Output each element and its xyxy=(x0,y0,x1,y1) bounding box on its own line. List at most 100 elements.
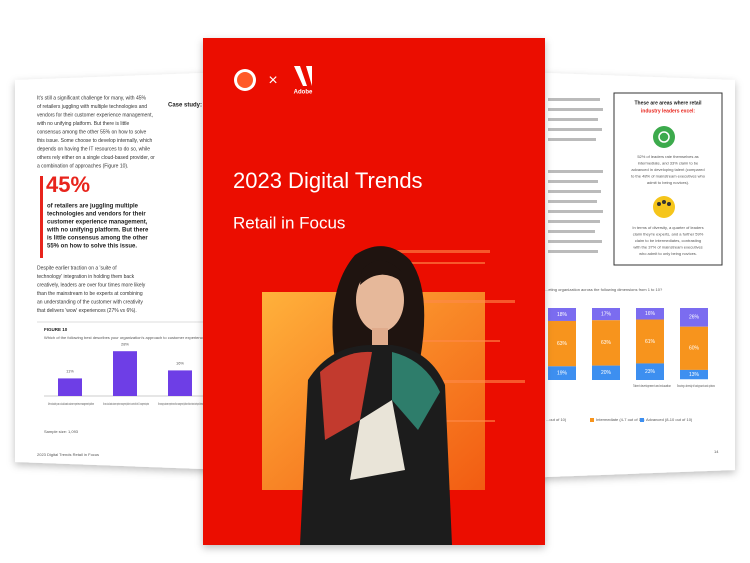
value-label: 18% xyxy=(557,312,568,318)
value-label: 19% xyxy=(557,370,568,376)
text-line: vendors for their customer experience ma… xyxy=(37,112,153,118)
logo-text: Adobe xyxy=(294,90,313,96)
text-line: depends on having the IT resources to do… xyxy=(37,146,150,152)
value-label: 11% xyxy=(66,368,74,373)
stat-rule xyxy=(40,176,43,258)
bar-segment xyxy=(548,366,576,380)
text-line: claim to be intermediates, contrasting xyxy=(635,238,701,243)
text-line: consensus among the other 55% on how to … xyxy=(37,129,146,135)
text-line: of retailers juggling with multiple tech… xyxy=(37,104,147,110)
text-line: admit to being novices). xyxy=(647,180,689,185)
legend-label: Intermediate (4-7 out of 10) xyxy=(596,417,645,422)
text-line: creatively, leaders are over four times … xyxy=(37,282,146,288)
text-line: claim they're experts, and a further 59% xyxy=(633,232,704,237)
left-page: It's still a significant challenge for m… xyxy=(15,72,230,470)
chart-question: ...eting organization across the followi… xyxy=(545,287,663,292)
icon xyxy=(653,196,675,218)
adobe-mark xyxy=(294,66,307,86)
caption: Ensuring a diversity of backgrounds and … xyxy=(677,383,715,388)
text-line: to the 48% of mainstream executives who xyxy=(631,174,706,179)
text-line: this issue. Some choose to develop inter… xyxy=(37,138,152,144)
text-line: customer experience management, xyxy=(47,220,148,226)
legend-swatch xyxy=(640,418,644,422)
text-line: Despite earlier traction on a 'suite of xyxy=(37,265,117,271)
value-label: 16% xyxy=(176,360,184,365)
value-label: 26% xyxy=(689,315,700,321)
text-line: that delivers 'wow' experiences (27% vs … xyxy=(37,308,137,314)
text-line: 55% on how to solve this issue. xyxy=(47,244,137,250)
separator: × xyxy=(268,72,277,89)
value-label: 23% xyxy=(645,369,656,375)
text-line: 52% of leaders rate themselves as xyxy=(637,154,698,159)
icon xyxy=(658,131,670,143)
value-label: 16% xyxy=(645,311,656,317)
caption: We use a cloud-based customer experience… xyxy=(103,401,149,406)
case-study: Case study: H xyxy=(168,103,208,109)
bar-segment xyxy=(680,326,708,370)
value-label: 63% xyxy=(557,341,568,347)
partner-logo xyxy=(237,72,253,88)
text-line: It's still a significant challenge for m… xyxy=(37,95,147,101)
right-page: These are areas where retail industry le… xyxy=(520,72,735,478)
bar-segment xyxy=(636,319,664,364)
value-label: 61% xyxy=(645,339,656,345)
legend-label: ...out of 10) xyxy=(546,417,567,422)
icon xyxy=(653,126,675,148)
text-line: a combination of approaches (Figure 10). xyxy=(37,163,128,169)
value-label: 17% xyxy=(601,311,612,317)
scarf xyxy=(350,400,405,480)
footer: 2023 Digital Trends Retail in Focus xyxy=(37,452,99,457)
caption: We exclusively use a cloud-based custome… xyxy=(48,401,94,406)
bar-segment xyxy=(636,363,664,380)
text-line: advanced in developing talent (compared xyxy=(631,167,704,172)
text-block xyxy=(548,98,603,253)
box-title: These are areas where retail xyxy=(635,100,703,106)
bar-segment xyxy=(680,369,708,380)
bar xyxy=(168,370,192,396)
text-line: technologies and vendors for their xyxy=(47,212,146,218)
text-line: than the mainstream to be experts at com… xyxy=(37,291,143,297)
scarf xyxy=(392,352,440,430)
text-line: with no unifying platform. But there xyxy=(46,228,149,234)
value-label: 60% xyxy=(689,346,700,352)
cover-title: 2023 Digital Trends xyxy=(233,168,423,193)
fringe xyxy=(360,260,402,285)
cover-subtitle: Retail in Focus xyxy=(233,213,345,232)
bar-segment xyxy=(592,365,620,380)
bar xyxy=(113,351,137,396)
bar xyxy=(58,378,82,396)
text-line: is little consensus among the other xyxy=(47,236,148,242)
neck xyxy=(372,328,388,348)
figure-label: FIGURE 10 xyxy=(44,327,68,332)
figure-question: Which of the following best describes yo… xyxy=(44,335,208,340)
box-title-highlight: industry leaders excel: xyxy=(641,108,696,114)
caption: We manage customer experience with a man… xyxy=(158,401,204,406)
legend-label: Advanced (8-10 out of 10) xyxy=(646,417,693,422)
caption: Talent development and education xyxy=(633,383,671,388)
face xyxy=(356,268,404,332)
value-label: 28% xyxy=(121,341,129,346)
text-line: In terms of diversity, a quarter of lead… xyxy=(632,225,703,230)
text-line: technology' integration in holding them … xyxy=(37,274,135,280)
value-label: 20% xyxy=(601,370,612,376)
bar-segment xyxy=(592,320,620,366)
text-line: intermediate, and 33% claim to be xyxy=(638,161,699,166)
sample-size: Sample size: 1,093 xyxy=(44,429,79,434)
stat: 45% xyxy=(46,172,90,197)
bar-segment xyxy=(548,320,576,367)
text-line: an understanding of the customer with cr… xyxy=(37,299,143,305)
bar-segment xyxy=(548,308,576,321)
bar-segment xyxy=(680,308,708,327)
text-line: others rely either on a single cloud-bas… xyxy=(37,155,155,161)
cover: × Adobe 2023 Digital Trends Retail in Fo… xyxy=(203,38,545,545)
text-line: of retailers are juggling multiple xyxy=(47,204,139,210)
scarf xyxy=(320,351,372,440)
value-label: 63% xyxy=(601,340,612,346)
motion-streaks xyxy=(380,250,525,422)
value-label: 13% xyxy=(689,372,700,378)
legend-swatch xyxy=(590,418,594,422)
bar-segment xyxy=(636,308,664,320)
text-line: with no unifying platform. But there is … xyxy=(37,121,129,127)
